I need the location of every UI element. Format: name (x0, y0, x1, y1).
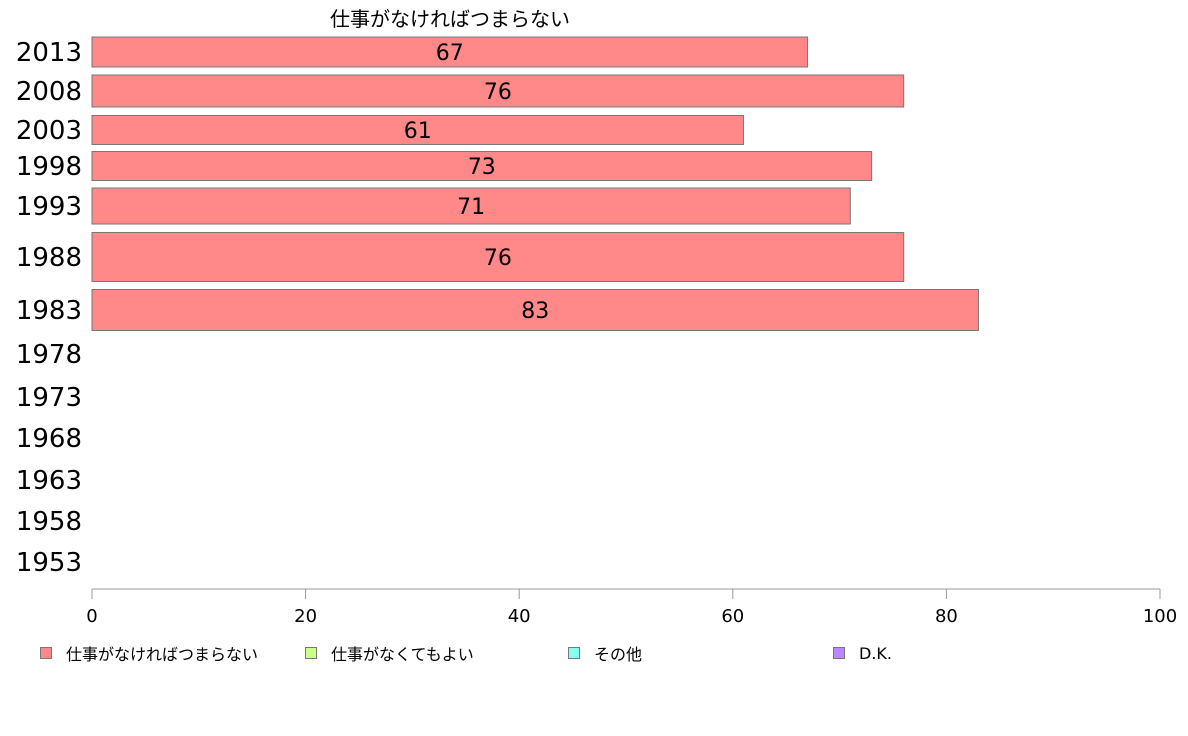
x-tick-label: 60 (721, 606, 744, 627)
bar-chart: 仕事がなければつまらない 67 76 61 73 71 76 83 2013 2008 2003… (16, 7, 1177, 627)
y-tick-label: 2003 (16, 116, 82, 146)
bar-value-label: 83 (521, 299, 549, 324)
bar (91, 187, 851, 225)
legend-label: 仕事がなければつまらない (66, 645, 259, 664)
y-tick-label: 1978 (16, 340, 82, 370)
bar (91, 115, 744, 145)
bar (91, 232, 905, 282)
legend-swatch (568, 647, 580, 659)
bar-value-label: 71 (457, 195, 485, 220)
legend-item: その他 (568, 640, 642, 666)
x-tick-label: 100 (1143, 606, 1177, 627)
bar (91, 36, 809, 68)
bar-value-label: 76 (484, 246, 512, 271)
legend: 仕事がなければつまらない 仕事がなくてもよい その他 D.K. (0, 640, 1188, 668)
bar (91, 74, 905, 108)
x-tick-label: 20 (294, 606, 317, 627)
legend-label: 仕事がなくてもよい (331, 645, 474, 664)
bar (91, 289, 979, 331)
y-tick-label: 1998 (16, 152, 82, 182)
y-tick-label: 1953 (16, 548, 82, 578)
legend-swatch (40, 647, 52, 659)
y-tick-label: 2008 (16, 77, 82, 107)
bar-value-label: 61 (404, 119, 432, 144)
legend-label: D.K. (859, 643, 892, 663)
bar-value-label: 73 (468, 155, 496, 180)
legend-swatch (833, 647, 845, 659)
bar-value-label: 76 (484, 80, 512, 105)
x-tick-label: 0 (86, 606, 97, 627)
x-tick-label: 80 (935, 606, 958, 627)
legend-item: 仕事がなければつまらない (40, 640, 258, 666)
y-tick-label: 1983 (16, 296, 82, 326)
bar-value-label: 67 (436, 41, 464, 66)
y-tick-label: 1968 (16, 424, 82, 454)
x-tick-label: 40 (508, 606, 531, 627)
y-tick-label: 1963 (16, 466, 82, 496)
legend-item: 仕事がなくてもよい (305, 640, 474, 666)
y-tick-label: 1973 (16, 383, 82, 413)
legend-label: その他 (594, 645, 643, 664)
series-title: 仕事がなければつまらない (330, 7, 570, 31)
legend-item: D.K. (833, 640, 892, 666)
y-tick-label: 1993 (16, 192, 82, 222)
legend-swatch (305, 647, 317, 659)
y-tick-label: 1988 (16, 243, 82, 273)
bar (91, 151, 873, 181)
y-tick-label: 1958 (16, 507, 82, 537)
y-tick-label: 2013 (16, 38, 82, 68)
